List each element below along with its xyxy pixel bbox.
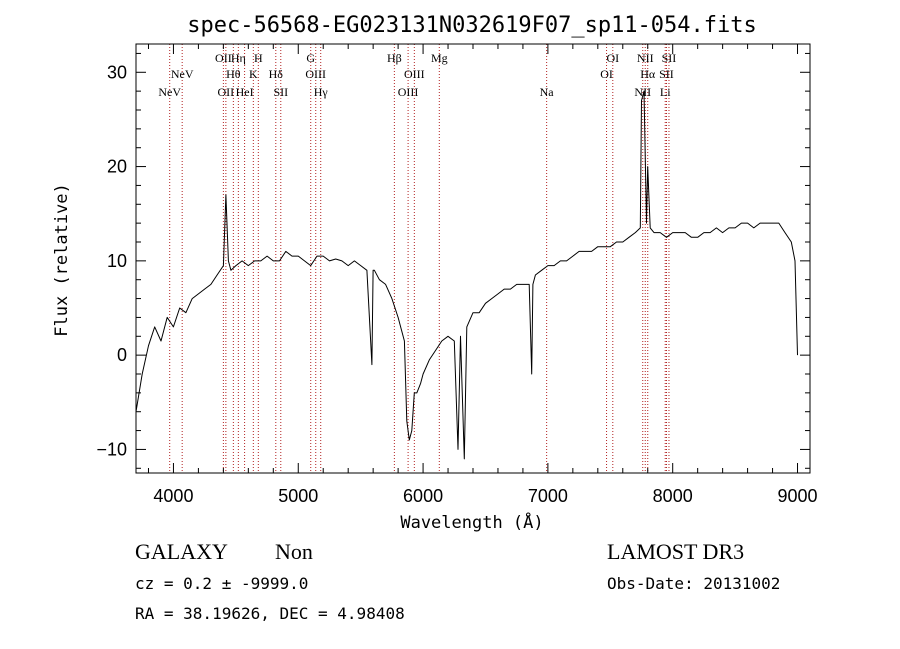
- y-axis-ticks: −10 0 10 20 30: [96, 52, 810, 469]
- y-tick-label: −10: [96, 439, 127, 459]
- line-label-8: H: [254, 51, 263, 65]
- x-tick-label: 8000: [653, 486, 693, 506]
- line-label-17: Mg: [431, 51, 448, 65]
- object-class: GALAXY: [135, 539, 228, 564]
- ra-dec: RA = 38.19626, DEC = 4.98408: [135, 604, 405, 623]
- observation-date: Obs-Date: 20131002: [607, 574, 781, 593]
- line-label-15: OIII: [398, 85, 419, 99]
- x-tick-label: 6000: [403, 486, 443, 506]
- object-subclass: Non: [275, 539, 313, 564]
- line-label-3: OII: [218, 85, 235, 99]
- series-flux: [135, 90, 798, 460]
- y-tick-label: 10: [107, 251, 127, 271]
- line-label-6: HeI: [236, 85, 254, 99]
- line-label-5: Hη: [231, 51, 246, 65]
- emission-line-labels: NeVNeVOIIOIIHθHηHeIKHHδSIIGOIIIHγHβOIIIO…: [158, 51, 676, 99]
- chart-title: spec-56568-EG023131N032619F07_sp11-054.f…: [187, 13, 757, 38]
- x-tick-label: 7000: [528, 486, 568, 506]
- line-label-22: NII: [637, 51, 654, 65]
- line-label-24: Li: [660, 85, 671, 99]
- plot-frame: [135, 43, 811, 474]
- x-tick-label: 5000: [278, 486, 318, 506]
- y-tick-label: 30: [107, 62, 127, 82]
- emission-line-markers: [169, 44, 670, 473]
- survey-name: LAMOST DR3: [607, 539, 745, 564]
- line-label-26: SII: [662, 51, 677, 65]
- line-label-7: K: [249, 67, 258, 81]
- line-label-21: NII: [634, 85, 651, 99]
- redshift-cz: cz = 0.2 ± -9999.0: [135, 574, 309, 593]
- x-tick-label: 4000: [153, 486, 193, 506]
- line-label-0: NeV: [158, 85, 181, 99]
- y-axis-label: Flux (relative): [52, 183, 72, 337]
- line-label-19: OI: [600, 67, 613, 81]
- line-label-1: NeV: [171, 67, 194, 81]
- line-label-13: Hγ: [314, 85, 329, 99]
- y-tick-label: 0: [117, 345, 127, 365]
- line-label-10: SII: [273, 85, 288, 99]
- line-label-12: OIII: [305, 67, 326, 81]
- line-label-23: Hα: [640, 67, 656, 81]
- x-tick-label: 9000: [777, 486, 817, 506]
- x-axis-ticks: 4000 5000 6000 7000 8000 9000: [147, 44, 818, 506]
- line-label-14: Hβ: [387, 51, 402, 65]
- y-tick-label: 20: [107, 157, 127, 177]
- line-label-2: OII: [215, 51, 232, 65]
- line-label-4: Hθ: [226, 67, 241, 81]
- line-label-20: OI: [606, 51, 619, 65]
- line-label-25: SII: [659, 67, 674, 81]
- line-label-18: Na: [540, 85, 555, 99]
- x-axis-label: Wavelength (Å): [400, 511, 543, 533]
- spectrum-series: [135, 90, 798, 460]
- line-label-16: OIII: [404, 67, 425, 81]
- line-label-9: Hδ: [269, 67, 284, 81]
- line-label-11: G: [306, 51, 315, 65]
